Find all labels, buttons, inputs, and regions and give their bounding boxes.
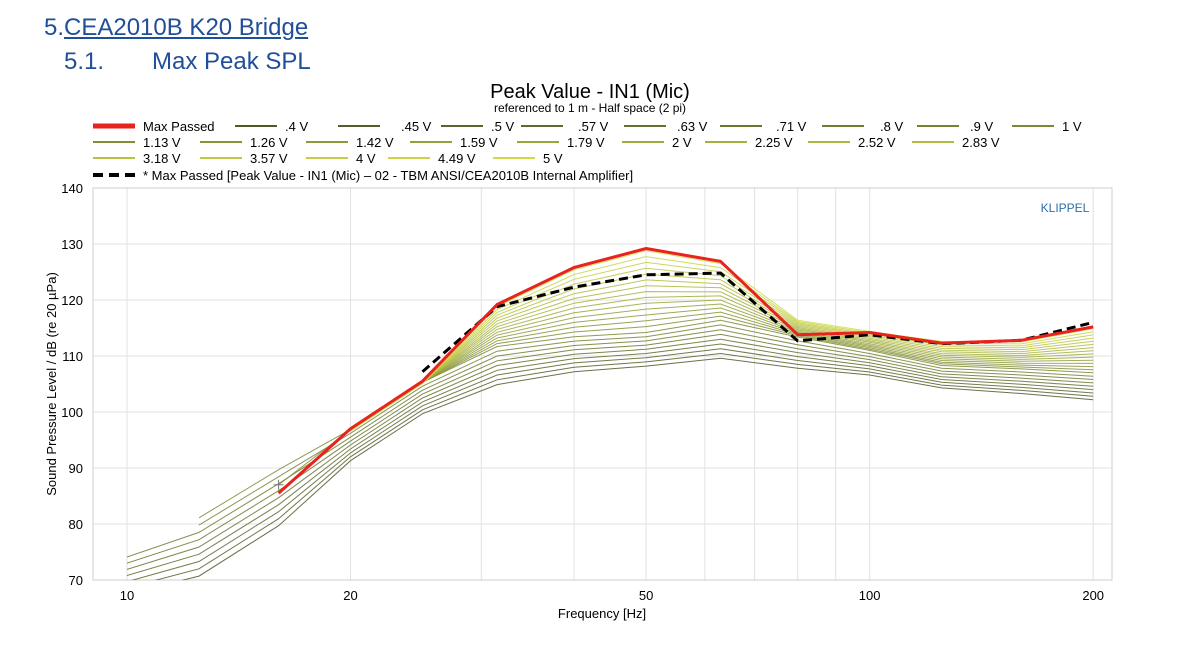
x-tick-label: 200 bbox=[1082, 588, 1104, 603]
legend-voltage-label: 1.59 V bbox=[460, 135, 498, 150]
y-axis-label: Sound Pressure Level / dB (re 20 µPa) bbox=[44, 272, 59, 496]
voltage-curve bbox=[126, 343, 1094, 576]
legend-max-passed-label: Max Passed bbox=[143, 119, 215, 134]
y-tick-label: 120 bbox=[61, 293, 83, 308]
legend-voltage-label: .71 V bbox=[776, 119, 807, 134]
legend-voltage-label: .4 V bbox=[285, 119, 308, 134]
plot-border bbox=[92, 187, 1113, 581]
legend-voltage-label: 1.13 V bbox=[143, 135, 181, 150]
voltage-curve bbox=[131, 348, 1094, 580]
section-heading: 5.CEA2010B K20 Bridge bbox=[44, 14, 308, 42]
legend-voltage-label: 2.25 V bbox=[755, 135, 793, 150]
voltage-curve bbox=[350, 307, 1094, 431]
legend-voltage-label: 5 V bbox=[543, 151, 563, 166]
subsection-number: 5.1. bbox=[64, 48, 105, 75]
grid bbox=[92, 187, 1112, 581]
voltage-curve bbox=[350, 299, 1094, 431]
voltage-curve bbox=[350, 291, 1094, 431]
max-passed-line bbox=[277, 247, 1094, 495]
voltage-curve bbox=[350, 267, 1094, 432]
legend-voltage-label: 1.26 V bbox=[250, 135, 288, 150]
legend-voltage-label: 4 V bbox=[356, 151, 376, 166]
voltage-curve bbox=[350, 279, 1094, 431]
x-tick-label: 10 bbox=[120, 588, 134, 603]
legend-voltage-label: .9 V bbox=[970, 119, 993, 134]
x-tick-label: 100 bbox=[859, 588, 881, 603]
y-tick-label: 110 bbox=[62, 349, 83, 364]
voltage-curve bbox=[350, 303, 1094, 431]
voltage-curves bbox=[126, 250, 1094, 580]
voltage-curve bbox=[350, 295, 1094, 431]
voltage-curve bbox=[154, 352, 1094, 580]
voltage-curve bbox=[181, 357, 1094, 580]
y-tick-label: 140 bbox=[61, 181, 83, 196]
legend-voltage-label: .8 V bbox=[880, 119, 903, 134]
voltage-curve bbox=[350, 273, 1094, 432]
legend-voltage-label: 3.18 V bbox=[143, 151, 181, 166]
data-series bbox=[273, 247, 1094, 495]
legend-voltage-label: 2.83 V bbox=[962, 135, 1000, 150]
legend-reference-label: * Max Passed [Peak Value - IN1 (Mic) – 0… bbox=[143, 168, 633, 183]
voltage-curve bbox=[198, 324, 1094, 526]
legend-voltage-label: .57 V bbox=[578, 119, 609, 134]
chart-subtitle: referenced to 1 m - Half space (2 pi) bbox=[494, 101, 686, 115]
chart-legend: Max Passed .4 V .45 V .5 V .57 V .63 V .71 V .8… bbox=[93, 119, 1082, 183]
y-tick-label: 130 bbox=[61, 237, 83, 252]
voltage-curve bbox=[350, 261, 1094, 432]
y-tick-label: 100 bbox=[61, 405, 83, 420]
subsection-title: Max Peak SPL bbox=[152, 48, 311, 75]
voltage-curve bbox=[350, 311, 1094, 431]
chart-title: Peak Value - IN1 (Mic) bbox=[490, 81, 690, 103]
legend-voltage-label: .45 V bbox=[401, 119, 432, 134]
legend-voltage-label: .5 V bbox=[491, 119, 514, 134]
legend-voltage-label: .63 V bbox=[677, 119, 708, 134]
voltage-curve bbox=[350, 285, 1094, 431]
section-number: 5. bbox=[44, 14, 65, 41]
plot-area: 70 80 90 100 110 120 130 140 10 20 50 100 200 bbox=[61, 181, 1113, 603]
y-tick-label: 80 bbox=[69, 517, 83, 532]
y-tick-label: 70 bbox=[69, 573, 83, 588]
klippel-watermark: KLIPPEL bbox=[1041, 201, 1090, 215]
x-tick-label: 50 bbox=[639, 588, 653, 603]
voltage-curve bbox=[126, 338, 1094, 570]
x-axis-label: Frequency [Hz] bbox=[558, 606, 646, 621]
y-tick-label: 90 bbox=[69, 461, 83, 476]
section-title-link[interactable]: CEA2010B K20 Bridge bbox=[64, 14, 309, 41]
legend-voltage-label: 1.42 V bbox=[356, 135, 394, 150]
subsection-heading: 5.1. Max Peak SPL bbox=[64, 48, 311, 76]
legend-voltage-label: 2.52 V bbox=[858, 135, 896, 150]
legend-voltage-label: 4.49 V bbox=[438, 151, 476, 166]
legend-voltage-label: 3.57 V bbox=[250, 151, 288, 166]
x-tick-label: 20 bbox=[343, 588, 357, 603]
legend-voltage-label: 2 V bbox=[672, 135, 692, 150]
legend-voltage-label: 1.79 V bbox=[567, 135, 605, 150]
legend-voltage-label: 1 V bbox=[1062, 119, 1082, 134]
